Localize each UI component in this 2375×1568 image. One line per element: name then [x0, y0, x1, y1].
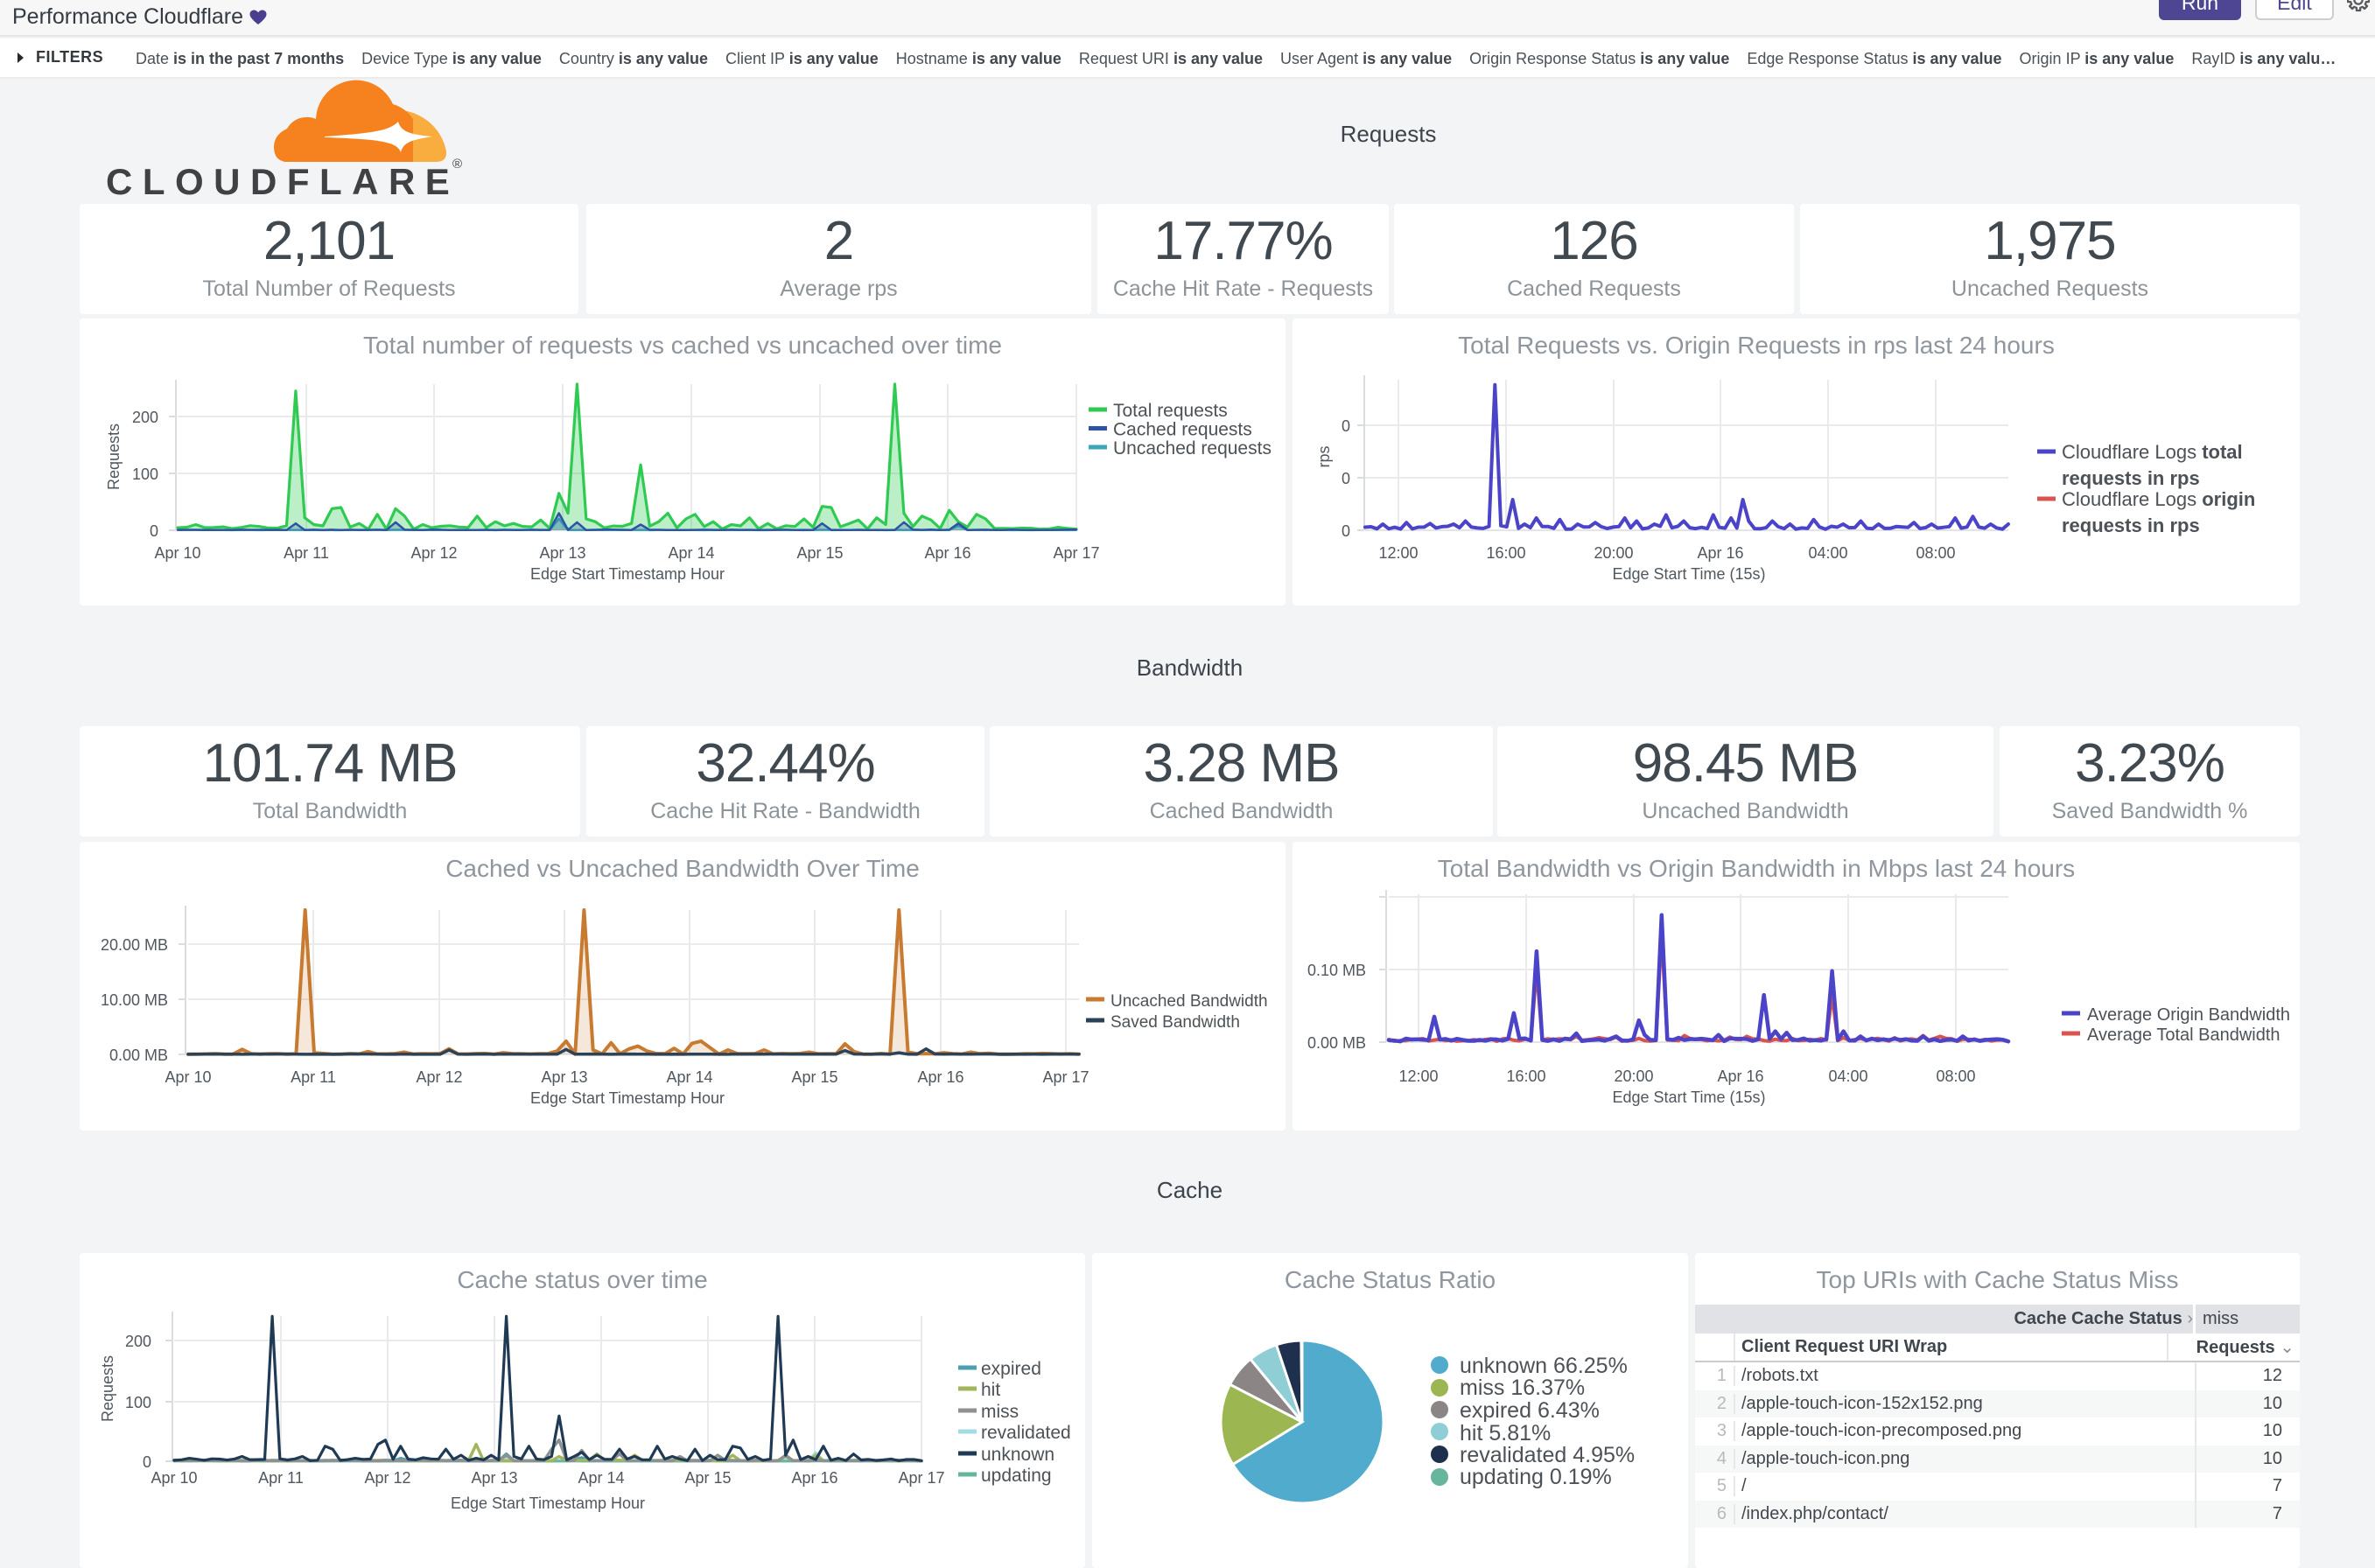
svg-text:unknown: unknown	[981, 1445, 1054, 1465]
svg-text:Apr 16: Apr 16	[924, 544, 970, 562]
svg-text:Apr 10: Apr 10	[151, 1469, 197, 1487]
svg-text:16:00: 16:00	[1506, 1068, 1545, 1085]
svg-text:0.00 MB: 0.00 MB	[1307, 1034, 1366, 1052]
svg-text:Apr 17: Apr 17	[1053, 544, 1099, 562]
svg-text:100: 100	[125, 1394, 151, 1411]
svg-text:Apr 10: Apr 10	[154, 544, 200, 562]
svg-text:12:00: 12:00	[1398, 1068, 1438, 1085]
svg-text:10.00 MB: 10.00 MB	[101, 991, 168, 1009]
svg-text:Apr 15: Apr 15	[684, 1469, 731, 1487]
svg-text:revalidated 4.95%: revalidated 4.95%	[1460, 1443, 1635, 1467]
svg-text:Edge Start Timestamp Hour: Edge Start Timestamp Hour	[451, 1494, 645, 1512]
svg-text:Apr 16: Apr 16	[791, 1469, 837, 1487]
svg-text:®: ®	[452, 157, 462, 172]
svg-text:Cached requests: Cached requests	[1113, 420, 1252, 440]
svg-text:20:00: 20:00	[1614, 1068, 1653, 1085]
svg-text:0: 0	[1342, 522, 1350, 540]
svg-text:unknown 66.25%: unknown 66.25%	[1460, 1354, 1628, 1378]
svg-text:Apr 14: Apr 14	[578, 1469, 624, 1487]
svg-text:200: 200	[132, 409, 158, 426]
svg-text:miss: miss	[981, 1402, 1019, 1422]
svg-text:Apr 10: Apr 10	[165, 1068, 211, 1086]
svg-text:Apr 16: Apr 16	[917, 1068, 963, 1086]
svg-text:Apr 13: Apr 13	[539, 544, 585, 562]
svg-text:0: 0	[143, 1453, 151, 1471]
svg-text:Edge Start Timestamp Hour: Edge Start Timestamp Hour	[530, 1089, 725, 1107]
svg-text:08:00: 08:00	[1916, 544, 1955, 562]
svg-text:Uncached Bandwidth: Uncached Bandwidth	[1110, 992, 1268, 1011]
svg-text:Edge Start Timestamp Hour: Edge Start Timestamp Hour	[530, 565, 725, 583]
svg-text:Apr 14: Apr 14	[668, 544, 714, 562]
svg-text:rps: rps	[1315, 445, 1333, 467]
svg-text:Total requests: Total requests	[1113, 401, 1228, 421]
svg-text:Average Origin Bandwidth: Average Origin Bandwidth	[2087, 1005, 2290, 1025]
svg-text:Average Total Bandwidth: Average Total Bandwidth	[2087, 1026, 2280, 1045]
svg-text:Apr 16: Apr 16	[1697, 544, 1743, 562]
svg-text:updating: updating	[981, 1466, 1052, 1486]
svg-text:08:00: 08:00	[1936, 1068, 1975, 1085]
svg-text:Apr 12: Apr 12	[364, 1469, 410, 1487]
svg-text:expired 6.43%: expired 6.43%	[1460, 1398, 1600, 1423]
svg-text:revalidated: revalidated	[981, 1423, 1071, 1443]
svg-text:20.00 MB: 20.00 MB	[101, 936, 168, 954]
svg-text:Saved Bandwidth: Saved Bandwidth	[1110, 1013, 1240, 1032]
svg-text:04:00: 04:00	[1828, 1068, 1867, 1085]
svg-text:expired: expired	[981, 1359, 1041, 1379]
svg-text:0.10 MB: 0.10 MB	[1307, 962, 1366, 979]
svg-text:04:00: 04:00	[1808, 544, 1847, 562]
svg-text:0: 0	[1342, 417, 1350, 435]
svg-text:Uncached requests: Uncached requests	[1113, 438, 1272, 458]
svg-text:Apr 14: Apr 14	[666, 1068, 712, 1086]
svg-text:miss 16.37%: miss 16.37%	[1460, 1376, 1585, 1400]
svg-text:hit: hit	[981, 1380, 1000, 1400]
svg-text:Apr 11: Apr 11	[284, 544, 329, 562]
svg-text:Edge Start Time (15s): Edge Start Time (15s)	[1612, 565, 1765, 583]
svg-text:Apr 11: Apr 11	[258, 1469, 304, 1487]
svg-text:requests in rps: requests in rps	[2062, 467, 2200, 489]
svg-text:Apr 12: Apr 12	[410, 544, 457, 562]
svg-text:CLOUDFLARE: CLOUDFLARE	[106, 161, 459, 201]
svg-text:20:00: 20:00	[1594, 544, 1633, 562]
svg-text:Apr 17: Apr 17	[898, 1469, 944, 1487]
svg-text:0.00 MB: 0.00 MB	[109, 1046, 168, 1064]
svg-text:Apr 13: Apr 13	[541, 1068, 587, 1086]
svg-text:updating 0.19%: updating 0.19%	[1460, 1465, 1612, 1489]
svg-text:Apr 12: Apr 12	[416, 1068, 462, 1086]
svg-text:Edge Start Time (15s): Edge Start Time (15s)	[1612, 1088, 1765, 1106]
svg-text:Requests: Requests	[105, 424, 123, 490]
svg-text:Apr 15: Apr 15	[791, 1068, 837, 1086]
svg-text:Apr 17: Apr 17	[1042, 1068, 1089, 1086]
svg-text:Cloudflare Logs total: Cloudflare Logs total	[2062, 441, 2243, 463]
svg-text:100: 100	[132, 466, 158, 483]
svg-text:requests in rps: requests in rps	[2062, 514, 2200, 536]
svg-text:16:00: 16:00	[1486, 544, 1525, 562]
svg-text:Apr 15: Apr 15	[796, 544, 843, 562]
svg-text:hit 5.81%: hit 5.81%	[1460, 1421, 1551, 1446]
svg-text:Requests: Requests	[99, 1355, 116, 1422]
svg-text:200: 200	[125, 1333, 151, 1350]
svg-text:Apr 16: Apr 16	[1717, 1068, 1763, 1085]
svg-text:Apr 11: Apr 11	[291, 1068, 336, 1086]
svg-text:0: 0	[150, 522, 158, 540]
svg-text:12:00: 12:00	[1378, 544, 1418, 562]
svg-text:Cloudflare Logs origin: Cloudflare Logs origin	[2062, 488, 2255, 510]
svg-text:Apr 13: Apr 13	[471, 1469, 517, 1487]
svg-text:0: 0	[1342, 470, 1350, 487]
